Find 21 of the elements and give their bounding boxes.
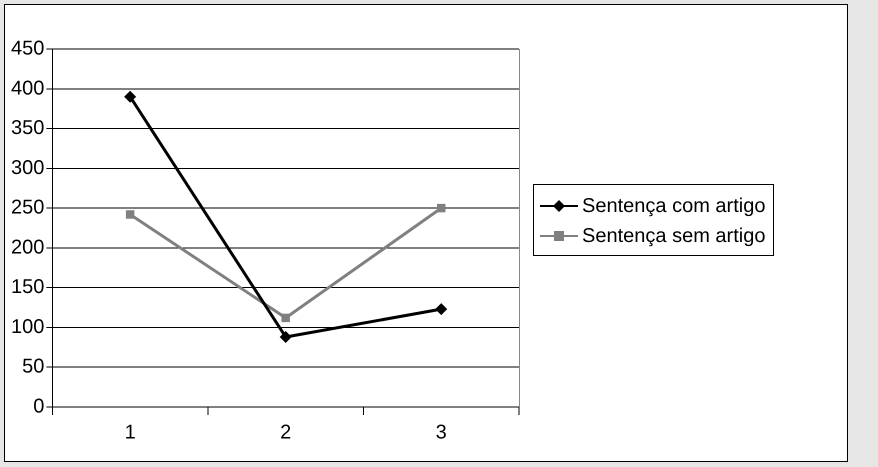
point — [280, 330, 292, 343]
y-tick-label: 400 — [10, 77, 44, 100]
y-tick-label: 350 — [10, 117, 44, 140]
x-tick-label: 2 — [280, 422, 292, 444]
y-tick-label: 300 — [10, 156, 44, 179]
y-tick-label: 450 — [10, 38, 44, 60]
y-tick-label: 200 — [10, 236, 44, 258]
point — [435, 303, 448, 316]
point — [124, 90, 136, 103]
x-tick-label: 1 — [124, 422, 136, 444]
y-tick-label: 150 — [10, 276, 44, 298]
y-tick-label: 100 — [10, 316, 44, 338]
point — [436, 204, 446, 212]
y-tick-label: 0 — [33, 396, 44, 418]
legend-label: Sentença sem artigo — [582, 224, 766, 248]
y-tick-label: 250 — [10, 196, 44, 219]
legend-label: Sentença com artigo — [582, 194, 766, 218]
y-tick-label: 50 — [22, 356, 44, 378]
point — [126, 210, 134, 219]
x-tick-label: 3 — [436, 422, 447, 444]
point — [281, 314, 290, 322]
